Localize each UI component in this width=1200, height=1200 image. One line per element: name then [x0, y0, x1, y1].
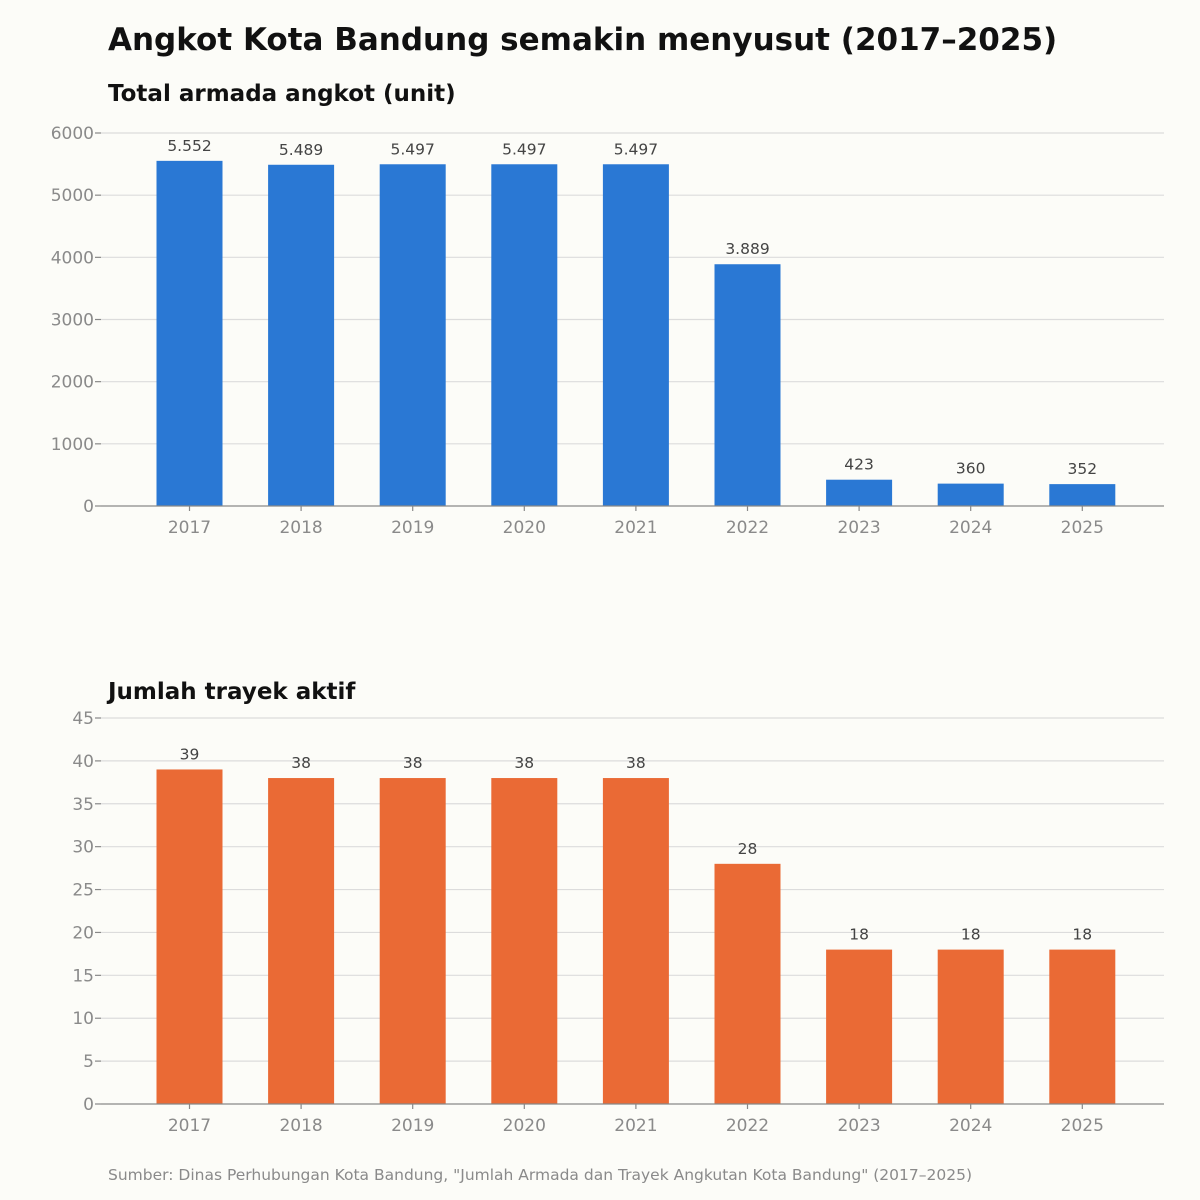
- bar: [1049, 484, 1116, 506]
- bar: [379, 164, 446, 506]
- y-tick-label: 3000: [51, 311, 94, 331]
- bar-value-label: 39: [180, 745, 200, 763]
- y-tick-label: 20: [72, 923, 94, 943]
- y-tick-label: 0: [83, 1095, 94, 1115]
- x-tick-label: 2019: [391, 1116, 434, 1136]
- x-tick-label: 2022: [726, 1116, 769, 1136]
- bar: [602, 778, 669, 1104]
- x-tick-label: 2021: [614, 518, 657, 538]
- bar: [826, 479, 893, 506]
- x-tick-label: 2024: [949, 1116, 992, 1136]
- bar: [714, 863, 781, 1104]
- bar-value-label: 18: [849, 926, 869, 944]
- bar: [714, 264, 781, 506]
- page-title: Angkot Kota Bandung semakin menyusut (20…: [108, 22, 1058, 58]
- x-tick-label: 2017: [168, 518, 211, 538]
- bar-value-label: 38: [291, 754, 311, 772]
- bar: [937, 949, 1004, 1104]
- x-tick-label: 2018: [279, 1116, 322, 1136]
- bar: [1049, 949, 1116, 1104]
- panel-title: Jumlah trayek aktif: [106, 679, 356, 705]
- x-tick-label: 2025: [1061, 1116, 1104, 1136]
- bar-value-label: 5.497: [502, 140, 546, 158]
- y-tick-label: 10: [72, 1009, 94, 1029]
- bar-value-label: 38: [514, 754, 534, 772]
- y-tick-label: 0: [83, 497, 94, 517]
- x-tick-label: 2023: [837, 1116, 880, 1136]
- x-tick-label: 2020: [503, 1116, 546, 1136]
- bar-value-label: 38: [626, 754, 646, 772]
- bar: [268, 164, 335, 507]
- bar: [937, 483, 1004, 506]
- bar-value-label: 5.489: [279, 141, 323, 159]
- x-tick-label: 2017: [168, 1116, 211, 1136]
- bar-value-label: 5.552: [167, 137, 211, 155]
- bar-value-label: 18: [961, 926, 981, 944]
- y-tick-label: 25: [72, 881, 94, 901]
- x-tick-label: 2022: [726, 518, 769, 538]
- bar: [491, 778, 558, 1104]
- bar-value-label: 3.889: [725, 240, 769, 258]
- y-tick-label: 35: [72, 795, 94, 815]
- y-tick-label: 5: [83, 1052, 94, 1072]
- x-tick-label: 2021: [614, 1116, 657, 1136]
- bar-value-label: 5.497: [614, 140, 658, 158]
- bar: [268, 778, 335, 1104]
- bar: [826, 949, 893, 1104]
- bar: [602, 164, 669, 506]
- y-tick-label: 5000: [51, 186, 94, 206]
- bar-value-label: 18: [1072, 926, 1092, 944]
- y-tick-label: 45: [72, 709, 94, 729]
- x-tick-label: 2019: [391, 518, 434, 538]
- bar-value-label: 423: [844, 456, 874, 474]
- bar-value-label: 352: [1068, 460, 1098, 478]
- bar: [156, 160, 223, 507]
- y-tick-label: 6000: [51, 124, 94, 144]
- bar: [156, 769, 223, 1104]
- bar: [491, 164, 558, 506]
- y-tick-label: 2000: [51, 373, 94, 393]
- source-note: Sumber: Dinas Perhubungan Kota Bandung, …: [108, 1166, 972, 1184]
- x-tick-label: 2024: [949, 518, 992, 538]
- routes-bar-chart: Jumlah trayek aktif051015202530354045392…: [72, 679, 1164, 1136]
- x-tick-label: 2018: [279, 518, 322, 538]
- y-tick-label: 1000: [51, 435, 94, 455]
- bar: [379, 778, 446, 1104]
- x-tick-label: 2020: [503, 518, 546, 538]
- y-tick-label: 15: [72, 966, 94, 986]
- y-tick-label: 4000: [51, 248, 94, 268]
- x-tick-label: 2025: [1061, 518, 1104, 538]
- panel-title: Total armada angkot (unit): [108, 81, 456, 107]
- x-tick-label: 2023: [837, 518, 880, 538]
- bar-value-label: 28: [738, 840, 758, 858]
- bar-value-label: 5.497: [391, 140, 435, 158]
- bar-value-label: 38: [403, 754, 423, 772]
- y-tick-label: 30: [72, 838, 94, 858]
- fleet-bar-chart: Total armada angkot (unit) 0 1000 2000 3000 4…: [51, 81, 1164, 538]
- y-tick-label: 40: [72, 752, 94, 772]
- bar-value-label: 360: [956, 460, 986, 478]
